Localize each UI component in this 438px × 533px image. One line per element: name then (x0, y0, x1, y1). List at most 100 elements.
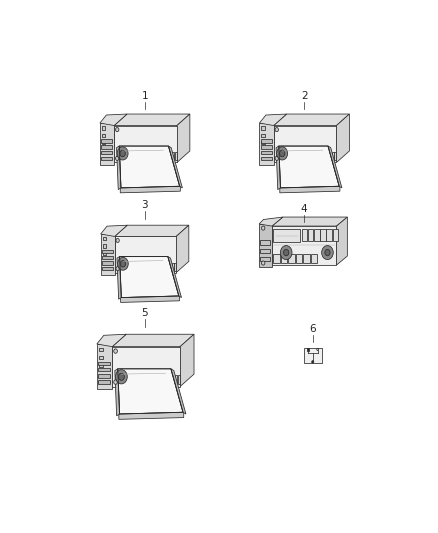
Bar (326, 152, 328, 160)
Circle shape (279, 150, 285, 157)
Bar (102, 256, 113, 259)
Polygon shape (259, 217, 283, 226)
Polygon shape (119, 412, 184, 419)
Bar (99, 356, 103, 359)
Bar (326, 229, 332, 241)
Bar (296, 254, 302, 263)
Bar (101, 157, 112, 160)
Bar (329, 152, 331, 160)
Circle shape (283, 249, 289, 256)
Bar (308, 229, 314, 241)
Bar (303, 254, 310, 263)
Bar (261, 134, 265, 137)
Bar (311, 254, 317, 263)
Bar (98, 368, 110, 372)
Bar (288, 254, 295, 263)
Bar (261, 157, 272, 160)
Polygon shape (259, 114, 286, 126)
Circle shape (114, 380, 117, 384)
Bar (259, 224, 272, 267)
Circle shape (116, 238, 119, 243)
Circle shape (280, 246, 292, 260)
Bar (102, 250, 113, 253)
Bar (166, 263, 168, 271)
Polygon shape (120, 186, 180, 193)
Circle shape (261, 261, 265, 265)
Bar (314, 229, 320, 241)
Polygon shape (336, 217, 347, 265)
Bar (167, 152, 169, 160)
Polygon shape (279, 146, 339, 188)
Bar (332, 229, 338, 241)
Bar (112, 346, 180, 386)
Circle shape (275, 127, 279, 132)
Bar (274, 126, 336, 163)
Polygon shape (112, 334, 194, 346)
Bar (178, 375, 180, 384)
Polygon shape (97, 334, 126, 346)
Polygon shape (176, 225, 189, 273)
Text: 1: 1 (141, 91, 148, 101)
Bar (101, 140, 112, 143)
Polygon shape (272, 217, 347, 226)
Circle shape (116, 370, 127, 384)
Bar (115, 237, 176, 273)
Polygon shape (119, 146, 180, 188)
Bar (102, 245, 106, 248)
Circle shape (120, 261, 126, 267)
Text: 3: 3 (141, 200, 148, 211)
Polygon shape (118, 369, 183, 414)
Polygon shape (168, 256, 181, 297)
Bar (335, 152, 336, 160)
Bar (98, 362, 110, 365)
Bar (114, 126, 177, 163)
Polygon shape (169, 146, 182, 188)
Polygon shape (120, 256, 179, 297)
Polygon shape (328, 146, 342, 188)
Circle shape (321, 246, 333, 260)
Bar (102, 126, 105, 130)
Bar (101, 145, 112, 149)
Bar (98, 374, 110, 378)
Polygon shape (114, 114, 190, 126)
Bar (101, 151, 112, 154)
Polygon shape (117, 256, 121, 299)
Bar (102, 261, 113, 264)
Bar (99, 348, 103, 351)
Bar (261, 126, 265, 130)
Bar (102, 237, 106, 240)
Bar (175, 152, 177, 160)
Bar (261, 257, 270, 261)
Text: 2: 2 (301, 91, 307, 101)
Bar (261, 145, 272, 149)
Bar (307, 349, 309, 351)
Polygon shape (177, 114, 190, 163)
Bar (272, 226, 336, 265)
Text: 5: 5 (141, 309, 148, 318)
Bar (100, 123, 114, 165)
Polygon shape (171, 369, 186, 414)
Bar (102, 267, 113, 270)
Polygon shape (115, 369, 120, 416)
Polygon shape (117, 146, 121, 190)
Circle shape (119, 373, 124, 381)
Bar (304, 348, 321, 363)
Bar (261, 248, 270, 253)
Circle shape (275, 156, 279, 160)
Bar (261, 141, 265, 144)
Polygon shape (101, 225, 127, 237)
Bar (169, 263, 171, 271)
Bar (320, 229, 326, 241)
Text: 6: 6 (309, 324, 316, 334)
Polygon shape (115, 225, 189, 237)
Polygon shape (276, 146, 280, 190)
Polygon shape (100, 114, 127, 126)
Bar (102, 134, 105, 137)
Bar (172, 152, 174, 160)
Circle shape (114, 349, 117, 353)
Bar (332, 152, 334, 160)
Polygon shape (180, 334, 194, 386)
Bar (101, 234, 115, 275)
Circle shape (277, 147, 288, 160)
Circle shape (116, 156, 119, 160)
